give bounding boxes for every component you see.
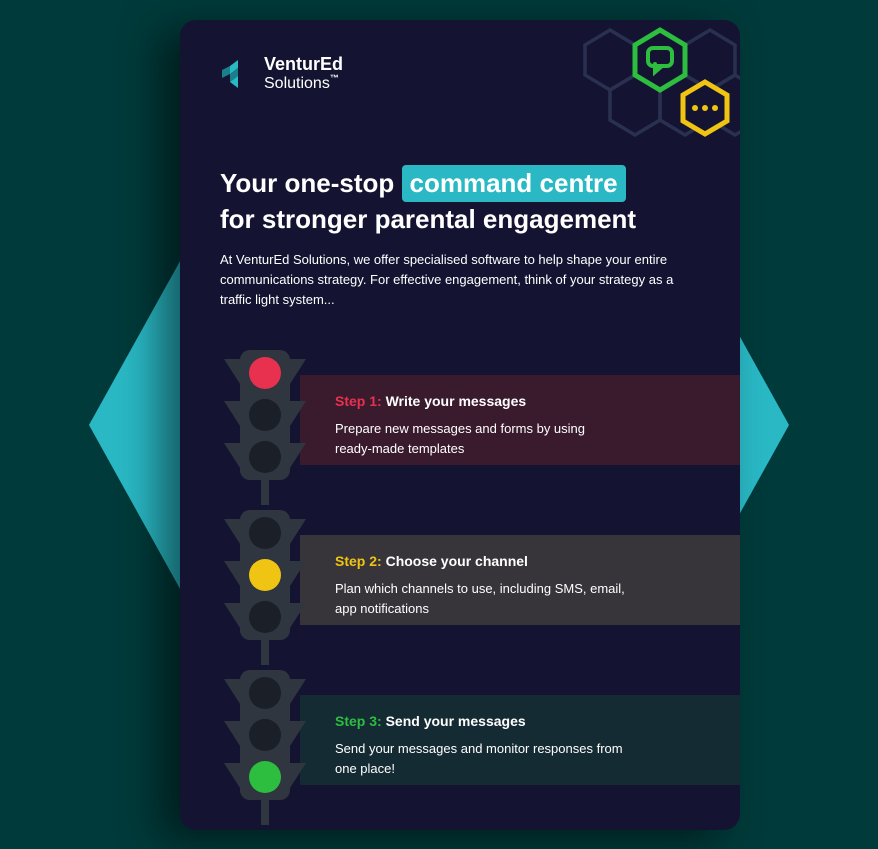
traffic-light-red [249, 677, 281, 709]
step-title: Choose your channel [382, 553, 528, 569]
traffic-light-icon [220, 345, 310, 505]
traffic-light-amber [249, 719, 281, 751]
traffic-light-amber [249, 399, 281, 431]
traffic-light-icon [220, 505, 310, 665]
step-body: Prepare new messages and forms by using … [335, 419, 625, 458]
step-bar: Step 1: Write your messages Prepare new m… [300, 375, 740, 465]
brand-tm: ™ [330, 73, 339, 83]
traffic-light-green [249, 761, 281, 793]
steps-container: Step 1: Write your messages Prepare new m… [180, 350, 740, 830]
intro-text: At VenturEd Solutions, we offer speciali… [220, 250, 680, 310]
step-row: Step 2: Choose your channel Plan which ch… [180, 510, 740, 670]
headline-part1: Your one-stop [220, 168, 394, 198]
logo-mark-icon [220, 56, 256, 92]
traffic-light-red [249, 517, 281, 549]
step-bar: Step 3: Send your messages Send your mess… [300, 695, 740, 785]
step-bar: Step 2: Choose your channel Plan which ch… [300, 535, 740, 625]
headline-highlight: command centre [402, 165, 626, 202]
headline-part2: for stronger parental engagement [220, 204, 636, 234]
step-body: Send your messages and monitor responses… [335, 739, 625, 778]
step-body: Plan which channels to use, including SM… [335, 579, 625, 618]
headline: Your one-stop command centre for stronge… [220, 165, 700, 237]
ellipsis-icon [692, 105, 718, 111]
traffic-light-amber [249, 559, 281, 591]
step-row: Step 3: Send your messages Send your mess… [180, 670, 740, 830]
logo-text: VenturEd Solutions™ [264, 55, 343, 92]
step-title: Send your messages [382, 713, 526, 729]
step-row: Step 1: Write your messages Prepare new m… [180, 350, 740, 510]
infographic-card: VenturEd Solutions™ Your one-stop comman… [180, 20, 740, 830]
traffic-light-red [249, 357, 281, 389]
step-label: Step 2: [335, 553, 382, 569]
step-label: Step 3: [335, 713, 382, 729]
step-title: Write your messages [382, 393, 526, 409]
hexagon-decoration [540, 20, 740, 160]
brand-name-1: VenturEd [264, 54, 343, 74]
traffic-light-green [249, 441, 281, 473]
brand-name-2: Solutions [264, 75, 330, 92]
traffic-light-icon [220, 665, 310, 825]
brand-logo: VenturEd Solutions™ [220, 55, 343, 92]
traffic-light-green [249, 601, 281, 633]
step-label: Step 1: [335, 393, 382, 409]
